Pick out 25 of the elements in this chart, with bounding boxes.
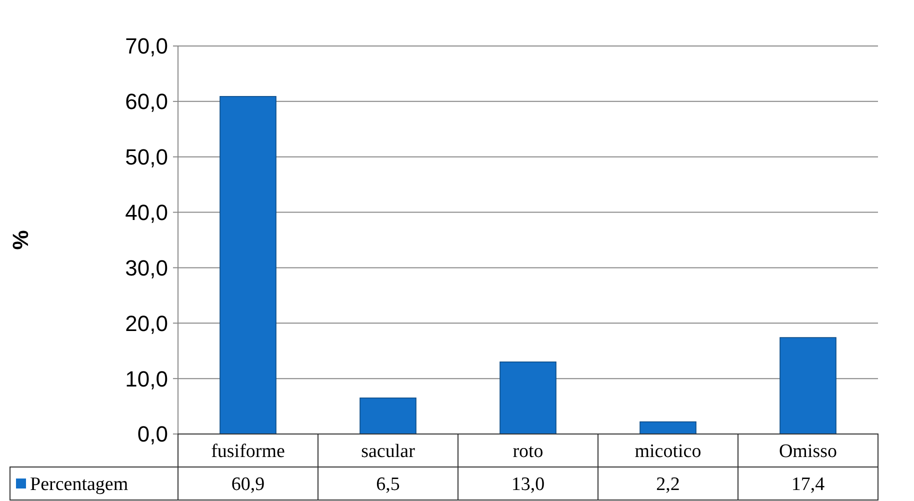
data-label: 6,5 xyxy=(376,474,400,496)
y-tick-label: 10,0 xyxy=(125,366,168,392)
y-tick-label: 60,0 xyxy=(125,89,168,114)
y-tick-label: 20,0 xyxy=(125,310,168,336)
y-tick-label: 50,0 xyxy=(125,144,168,170)
y-tick-label: 40,0 xyxy=(125,200,168,225)
bar xyxy=(360,398,416,434)
data-label: 13,0 xyxy=(511,474,545,496)
bar xyxy=(780,337,836,434)
y-tick-label: 0,0 xyxy=(137,422,168,447)
x-tick-label: sacular xyxy=(361,441,416,462)
y-tick-label: 30,0 xyxy=(125,255,168,280)
bar xyxy=(500,362,556,434)
x-tick-label: roto xyxy=(512,441,544,462)
x-tick-label: micotico xyxy=(634,441,702,462)
x-tick-label: fusiforme xyxy=(211,441,285,462)
bar xyxy=(640,421,696,434)
bar xyxy=(220,96,276,434)
y-axis-title: % xyxy=(8,230,33,250)
legend-label: Percentagem xyxy=(30,474,128,496)
data-label: 17,4 xyxy=(791,474,826,496)
data-label: 60,9 xyxy=(231,474,265,496)
data-label: 2,2 xyxy=(656,474,680,496)
y-tick-label: 70,0 xyxy=(125,34,168,59)
x-tick-label: Omisso xyxy=(778,441,838,462)
